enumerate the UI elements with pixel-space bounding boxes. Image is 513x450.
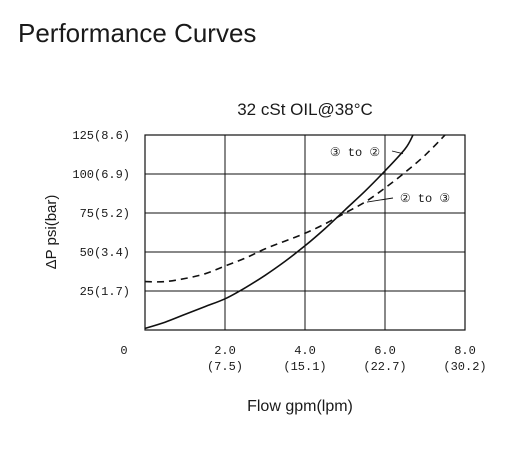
annotation-background-1 <box>396 190 454 207</box>
origin-label: 0 <box>120 344 127 358</box>
grid-lines <box>145 135 465 330</box>
y-axis-label: ΔP psi(bar) <box>43 195 60 270</box>
annotation-leader-1 <box>366 197 394 203</box>
series-line-0 <box>144 134 414 330</box>
y-tick-label-100: 100(6.9) <box>72 168 130 182</box>
x-tick-sublabel-4: (15.1) <box>283 360 326 374</box>
series-annotations: ③ to ② ② to ③ <box>326 144 454 207</box>
y-tick-label-50: 50(3.4) <box>80 246 130 260</box>
x-tick-sublabel-8: (30.2) <box>443 360 486 374</box>
x-axis-label: Flow gpm(lpm) <box>247 398 353 415</box>
annotation-label-1: ② to ③ <box>400 192 450 206</box>
x-tick-label-6: 6.0 <box>374 344 396 358</box>
y-tick-labels: 25(1.7) 50(3.4) 75(5.2) 100(6.9) 125(8.6) <box>72 129 130 299</box>
x-tick-label-8: 8.0 <box>454 344 476 358</box>
x-tick-label-4: 4.0 <box>294 344 316 358</box>
page-title: Performance Curves <box>18 18 257 48</box>
chart-title: 32 cSt OIL@38°C <box>237 100 373 119</box>
y-tick-label-75: 75(5.2) <box>80 207 130 221</box>
x-tick-label-2: 2.0 <box>214 344 236 358</box>
annotation-label-0: ③ to ② <box>330 146 380 160</box>
x-tick-sublabel-6: (22.7) <box>363 360 406 374</box>
y-tick-label-25: 25(1.7) <box>80 285 130 299</box>
annotation-leader-0 <box>391 150 404 155</box>
y-tick-label-125: 125(8.6) <box>72 129 130 143</box>
x-tick-sublabel-2: (7.5) <box>207 360 243 374</box>
annotation-background-0 <box>326 144 384 161</box>
series-line-1 <box>144 134 446 283</box>
series-lines <box>144 134 446 330</box>
x-tick-labels: 2.0 (7.5) 4.0 (15.1) 6.0 (22.7) 8.0 (30.2) <box>207 344 487 374</box>
